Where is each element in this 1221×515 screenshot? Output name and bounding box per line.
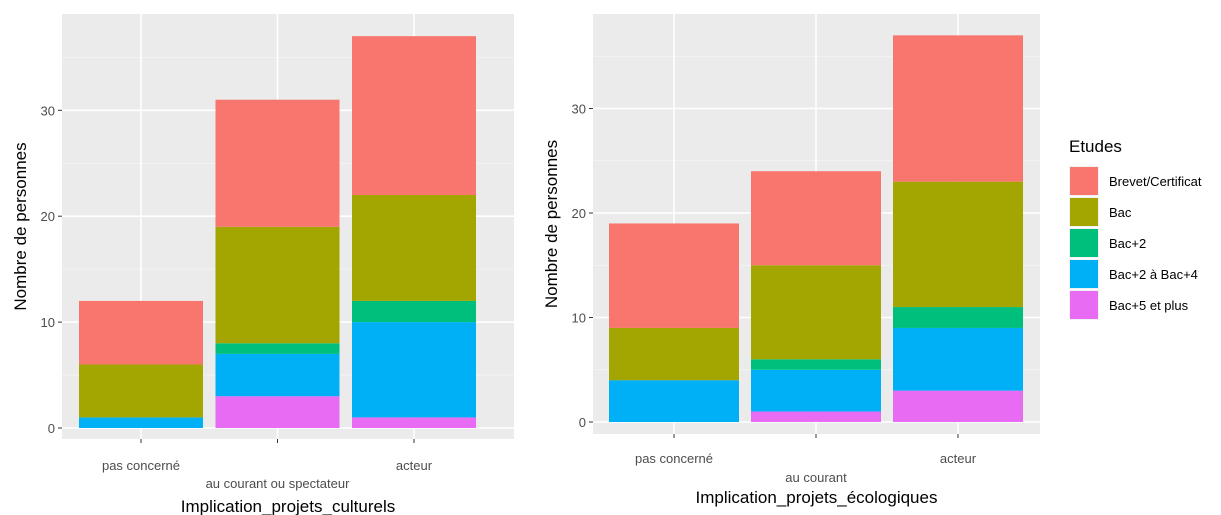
- bar-segment: [893, 307, 1023, 328]
- x-tick-label: au courant: [785, 470, 847, 485]
- x-tick-label: au courant ou spectateur: [206, 476, 350, 491]
- bar-segment: [215, 396, 340, 428]
- legend-title: Etudes: [1069, 137, 1122, 156]
- bar-segment: [215, 226, 340, 344]
- legend-label: Brevet/Certificat: [1109, 174, 1202, 189]
- legend-label: Bac+2: [1109, 236, 1146, 251]
- y-tick-label: 10: [572, 311, 586, 326]
- y-tick-label: 10: [41, 315, 55, 330]
- bar-segment: [751, 411, 881, 422]
- y-axis-title: Nombre de personnes: [11, 142, 30, 310]
- chart-culturels: 0 10 20 30 pas concerné au courant ou spectat…: [11, 14, 514, 515]
- legend-label: Bac+2 à Bac+4: [1109, 267, 1198, 282]
- bar-segment: [751, 171, 881, 266]
- bar-segment: [893, 35, 1023, 182]
- bar-segment: [893, 390, 1023, 422]
- legend-swatch: [1070, 291, 1098, 319]
- bar-segment: [352, 417, 476, 428]
- legend-swatch: [1070, 198, 1098, 226]
- bar-segment: [893, 181, 1023, 308]
- legend-swatch: [1070, 167, 1098, 195]
- bar-segment: [352, 300, 476, 323]
- bar-segment: [609, 327, 739, 381]
- x-axis-title: Implication_projets_culturels: [181, 497, 396, 515]
- chart-ecologiques: 0 10 20 30 pas concerné au courant acteur Impli…: [542, 14, 1040, 507]
- bar-segment: [609, 223, 739, 328]
- legend: Etudes Brevet/Certificat Bac Bac+2 Bac+2 à …: [1069, 137, 1202, 320]
- legend-swatch: [1070, 260, 1098, 288]
- bar-segment: [751, 369, 881, 412]
- x-tick-label: acteur: [940, 451, 977, 466]
- legend-swatch: [1070, 229, 1098, 257]
- bar-segment: [352, 322, 476, 418]
- y-axis-title: Nombre de personnes: [542, 140, 561, 308]
- x-tick-label: pas concerné: [635, 451, 713, 466]
- bar-segment: [79, 364, 203, 418]
- y-tick-label: 0: [579, 415, 586, 430]
- y-tick-label: 0: [48, 421, 55, 436]
- bar-segment: [79, 417, 203, 428]
- x-tick-label: pas concerné: [102, 458, 180, 473]
- legend-label: Bac: [1109, 205, 1132, 220]
- bar-segment: [215, 353, 340, 397]
- bar-segment: [751, 265, 881, 360]
- x-axis-title: Implication_projets_écologiques: [696, 488, 938, 507]
- bar-segment: [215, 99, 340, 227]
- legend-label: Bac+5 et plus: [1109, 298, 1189, 313]
- bar-segment: [79, 300, 203, 365]
- bar-segment: [352, 36, 476, 196]
- bar-segment: [893, 327, 1023, 391]
- y-tick-label: 30: [41, 103, 55, 118]
- bar-segment: [215, 343, 340, 354]
- bar-segment: [352, 195, 476, 301]
- y-tick-label: 30: [572, 102, 586, 117]
- bar-segment: [609, 380, 739, 422]
- y-tick-label: 20: [41, 209, 55, 224]
- y-tick-label: 20: [572, 206, 586, 221]
- bar-segment: [751, 359, 881, 370]
- x-tick-label: acteur: [396, 458, 433, 473]
